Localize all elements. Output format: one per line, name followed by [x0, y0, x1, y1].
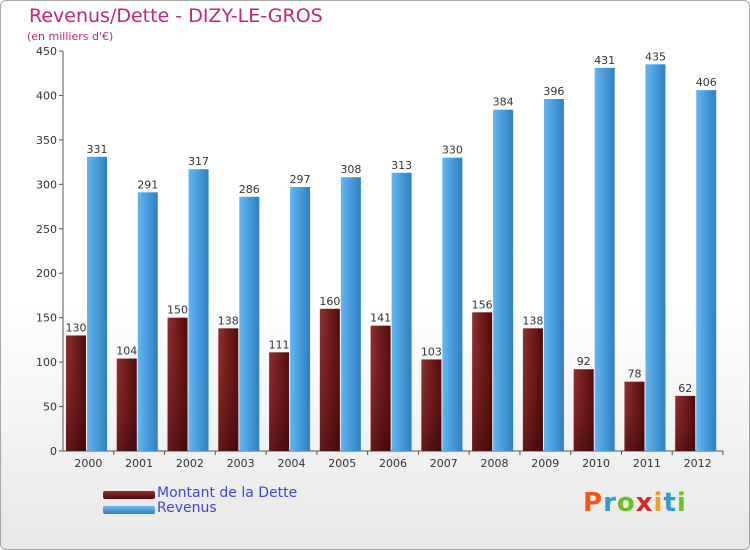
data-label-dette: 103: [421, 345, 442, 358]
data-label-revenus: 291: [137, 178, 158, 191]
x-tick-label: 2012: [684, 457, 712, 470]
bar-revenus: [340, 177, 361, 451]
y-tick-label: 300: [36, 178, 57, 191]
bar-dette-shade: [624, 381, 645, 451]
y-tick-label: 100: [36, 356, 57, 369]
x-tick-label: 2005: [328, 457, 356, 470]
y-tick-label: 250: [36, 223, 57, 236]
bar-dette-shade: [472, 312, 493, 451]
data-label-dette: 62: [678, 382, 692, 395]
bar-revenus: [391, 172, 412, 451]
data-label-revenus: 406: [696, 76, 717, 89]
logo-letter: r: [603, 488, 617, 518]
x-tick-label: 2002: [176, 457, 204, 470]
y-tick-label: 350: [36, 134, 57, 147]
bar-dette-shade: [675, 395, 696, 451]
bar-revenus: [188, 169, 209, 451]
bar-revenus: [290, 187, 311, 451]
legend-label-revenus: Revenus: [157, 500, 217, 516]
data-label-dette: 156: [472, 298, 493, 311]
data-label-revenus: 317: [188, 155, 209, 168]
data-label-dette: 78: [627, 368, 641, 381]
bar-dette-shade: [218, 328, 239, 451]
bar-dette-shade: [167, 317, 188, 451]
data-label-dette: 92: [577, 355, 591, 368]
bar-dette-shade: [66, 335, 86, 451]
logo-letter: o: [616, 488, 636, 518]
legend-swatch-dette: [103, 491, 155, 499]
logo-letter: P: [583, 488, 604, 518]
x-tick-label: 2007: [430, 457, 458, 470]
data-label-dette: 111: [269, 338, 290, 351]
data-label-dette: 138: [218, 314, 239, 327]
bar-revenus: [87, 156, 107, 451]
x-tick-label: 2010: [582, 457, 610, 470]
y-tick-label: 450: [36, 45, 57, 58]
logo-letter: x: [635, 488, 654, 518]
x-tick-label: 2008: [481, 457, 509, 470]
y-tick-label: 200: [36, 267, 57, 280]
y-tick-label: 400: [36, 89, 57, 102]
data-label-revenus: 308: [340, 163, 361, 176]
bar-dette-shade: [269, 352, 290, 451]
bar-dette-shade: [522, 328, 543, 451]
x-tick-label: 2011: [633, 457, 661, 470]
data-label-revenus: 297: [290, 173, 311, 186]
data-label-revenus: 330: [442, 144, 463, 157]
legend-swatch-revenus: [103, 506, 155, 514]
data-label-dette: 130: [66, 321, 87, 334]
bar-dette-shade: [421, 359, 442, 451]
bar-dette-shade: [573, 369, 594, 451]
x-tick-label: 2004: [277, 457, 305, 470]
y-tick-label: 150: [36, 312, 57, 325]
bar-revenus: [594, 67, 615, 451]
bar-revenus: [645, 64, 666, 452]
chart-title: Revenus/Dette - DIZY-LE-GROS: [29, 5, 323, 27]
legend-label-dette: Montant de la Dette: [157, 485, 298, 501]
chart-subtitle: (en milliers d'€): [27, 30, 114, 43]
data-label-dette: 150: [167, 304, 188, 317]
data-label-dette: 104: [116, 345, 137, 358]
data-label-revenus: 396: [543, 85, 564, 98]
data-label-revenus: 286: [239, 183, 260, 196]
data-label-revenus: 331: [87, 143, 108, 156]
x-tick-label: 2009: [531, 457, 559, 470]
data-label-revenus: 435: [645, 50, 666, 63]
data-label-dette: 141: [370, 312, 391, 325]
data-label-dette: 138: [522, 314, 543, 327]
data-label-revenus: 384: [493, 96, 514, 109]
bar-revenus: [442, 157, 463, 451]
data-label-revenus: 313: [391, 159, 412, 172]
x-tick-label: 2006: [379, 457, 407, 470]
data-label-dette: 160: [319, 295, 340, 308]
bar-dette-shade: [319, 308, 340, 451]
bar-revenus: [493, 109, 514, 452]
proxiti-logo: Proxiti: [583, 488, 687, 518]
bar-revenus: [239, 196, 260, 451]
y-tick-label: 0: [50, 445, 57, 458]
bar-dette-shade: [116, 358, 137, 451]
bar-revenus: [543, 99, 564, 451]
bar-dette-shade: [370, 325, 391, 451]
bar-revenus: [696, 90, 717, 451]
x-tick-label: 2001: [125, 457, 153, 470]
bar-revenus: [137, 192, 158, 452]
x-tick-label: 2003: [227, 457, 255, 470]
logo-letter: t: [663, 488, 677, 518]
logo-letter: i: [653, 488, 664, 518]
data-label-revenus: 431: [594, 54, 615, 67]
logo-letter: i: [676, 488, 687, 518]
y-tick-label: 50: [43, 401, 57, 414]
x-tick-label: 2000: [74, 457, 102, 470]
